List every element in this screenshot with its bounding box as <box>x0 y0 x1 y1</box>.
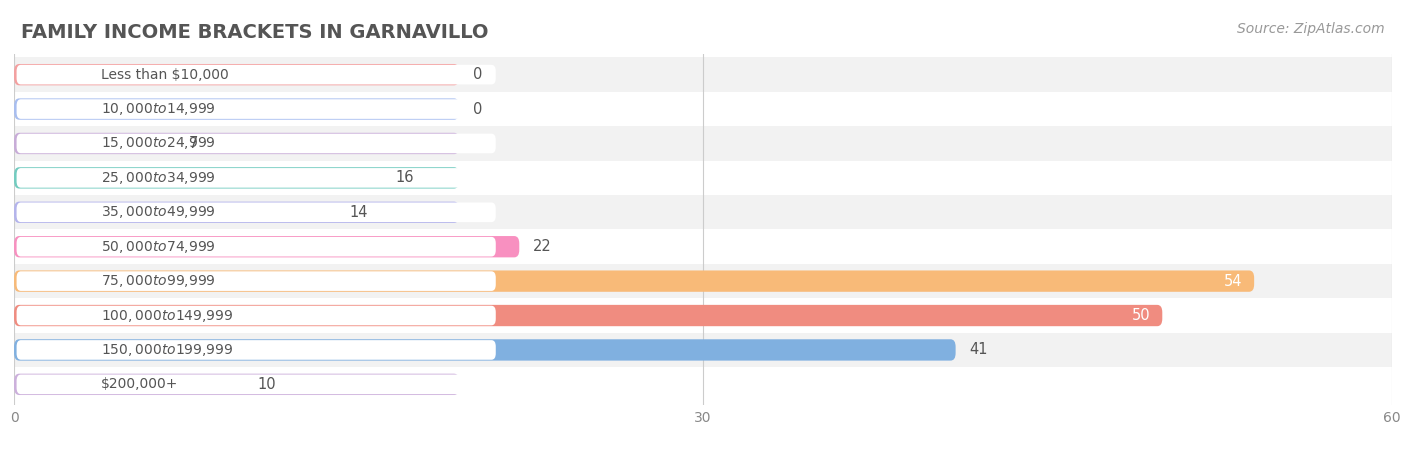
Text: 0: 0 <box>472 67 482 82</box>
Text: $150,000 to $199,999: $150,000 to $199,999 <box>101 342 233 358</box>
Text: 10: 10 <box>257 377 276 392</box>
Text: $25,000 to $34,999: $25,000 to $34,999 <box>101 170 215 186</box>
FancyBboxPatch shape <box>14 202 460 223</box>
FancyBboxPatch shape <box>14 167 460 189</box>
Text: 22: 22 <box>533 239 551 254</box>
FancyBboxPatch shape <box>14 374 460 395</box>
Text: 7: 7 <box>188 136 198 151</box>
FancyBboxPatch shape <box>17 271 496 291</box>
FancyBboxPatch shape <box>14 133 460 154</box>
Text: 50: 50 <box>1132 308 1152 323</box>
Text: $10,000 to $14,999: $10,000 to $14,999 <box>101 101 215 117</box>
Bar <box>0 195 1406 230</box>
Text: Source: ZipAtlas.com: Source: ZipAtlas.com <box>1237 22 1385 36</box>
Text: $15,000 to $24,999: $15,000 to $24,999 <box>101 135 215 152</box>
FancyBboxPatch shape <box>17 340 496 360</box>
Bar <box>0 58 1406 92</box>
FancyBboxPatch shape <box>17 202 496 222</box>
Text: $50,000 to $74,999: $50,000 to $74,999 <box>101 238 215 255</box>
Text: $200,000+: $200,000+ <box>101 378 179 392</box>
FancyBboxPatch shape <box>14 64 460 86</box>
FancyBboxPatch shape <box>17 65 496 85</box>
Text: $75,000 to $99,999: $75,000 to $99,999 <box>101 273 215 289</box>
FancyBboxPatch shape <box>17 99 496 119</box>
FancyBboxPatch shape <box>17 237 496 256</box>
FancyBboxPatch shape <box>17 306 496 325</box>
FancyBboxPatch shape <box>14 339 956 360</box>
Text: $35,000 to $49,999: $35,000 to $49,999 <box>101 204 215 220</box>
FancyBboxPatch shape <box>17 134 496 153</box>
Text: Less than $10,000: Less than $10,000 <box>101 68 229 81</box>
Text: 0: 0 <box>472 102 482 117</box>
FancyBboxPatch shape <box>17 168 496 188</box>
Text: 14: 14 <box>349 205 368 220</box>
FancyBboxPatch shape <box>14 305 1163 326</box>
FancyBboxPatch shape <box>14 236 519 257</box>
FancyBboxPatch shape <box>14 270 1254 292</box>
Text: $100,000 to $149,999: $100,000 to $149,999 <box>101 307 233 324</box>
Text: 16: 16 <box>395 171 413 185</box>
Text: FAMILY INCOME BRACKETS IN GARNAVILLO: FAMILY INCOME BRACKETS IN GARNAVILLO <box>21 22 489 41</box>
FancyBboxPatch shape <box>14 99 460 120</box>
Bar <box>0 333 1406 367</box>
FancyBboxPatch shape <box>17 374 496 394</box>
Bar <box>0 264 1406 298</box>
Text: 54: 54 <box>1225 274 1243 288</box>
Bar <box>0 126 1406 161</box>
Text: 41: 41 <box>969 342 988 357</box>
